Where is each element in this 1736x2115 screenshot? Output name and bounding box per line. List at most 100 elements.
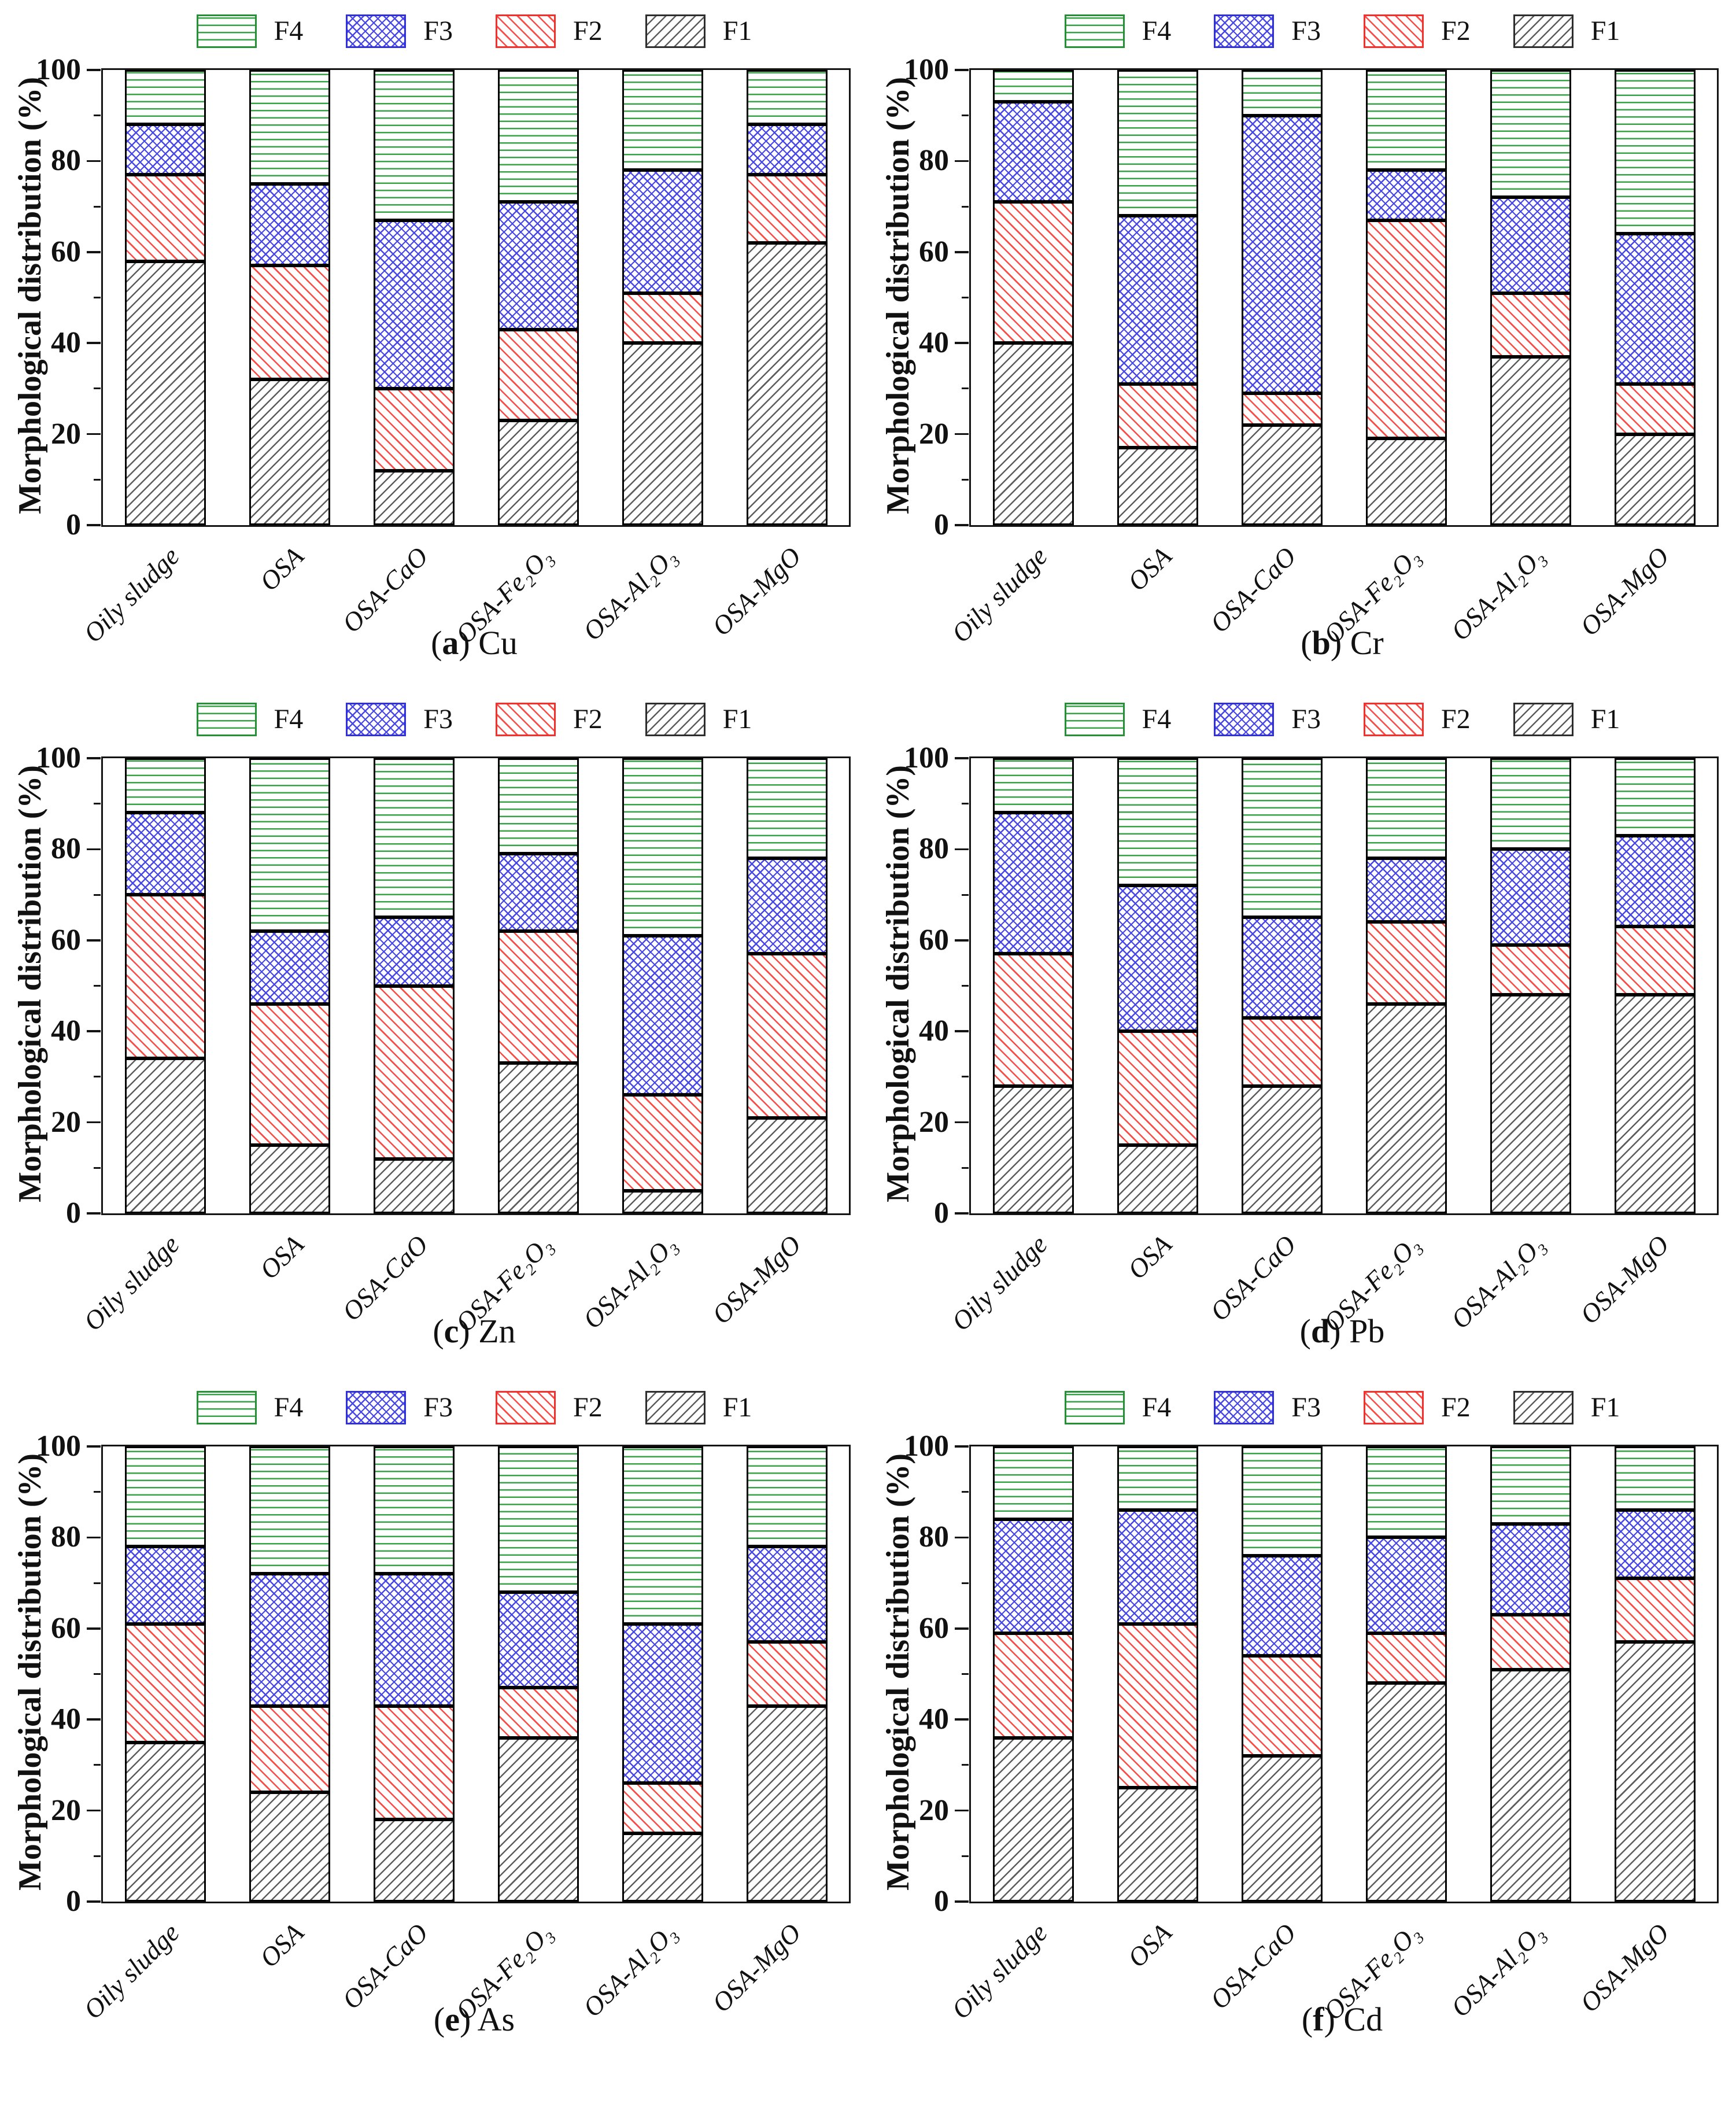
bar-segment-f2 — [249, 1003, 330, 1145]
bar-segment-f1 — [497, 1737, 579, 1902]
legend-swatch-f4-icon — [1064, 14, 1125, 48]
y-tick-major — [955, 1212, 969, 1215]
panel-as: F4 F3 F2 F1 Morphological distribution (%) 0 2… — [0, 1376, 868, 2064]
legend-label-f3: F3 — [1291, 16, 1321, 46]
y-tick-label: 80 — [919, 832, 949, 866]
bar-segment-f1 — [1365, 438, 1447, 525]
bar-segment-f3 — [497, 202, 579, 330]
y-tick-major — [955, 1900, 969, 1903]
y-tick-minor — [962, 894, 969, 896]
bar-segment-f4 — [373, 70, 455, 220]
bar-segment-f2 — [373, 985, 455, 1159]
legend-label-f1: F1 — [722, 1392, 752, 1423]
bar-segment-f3 — [622, 935, 703, 1095]
bar-segment-f4 — [746, 1446, 828, 1547]
y-tick-major — [955, 1121, 969, 1124]
bar-osa — [249, 1446, 330, 1902]
y-tick-label: 20 — [51, 1793, 81, 1827]
y-tick-minor — [962, 478, 969, 481]
bar-segment-f1 — [249, 1792, 330, 1902]
bar-segment-f4 — [497, 70, 579, 202]
y-tick-label: 100 — [36, 1430, 81, 1463]
bar-segment-f2 — [1490, 944, 1571, 995]
bar-segment-f4 — [1490, 1446, 1571, 1524]
bar-segment-f2 — [1365, 1633, 1447, 1684]
y-tick-label: 60 — [51, 1611, 81, 1645]
caption-letter: e — [445, 2000, 460, 2038]
legend-swatch-f1-icon — [645, 14, 706, 48]
y-tick-major — [87, 1900, 101, 1903]
caption-close-paren: ) — [459, 624, 479, 662]
bar-segment-f4 — [1614, 758, 1696, 836]
bar-segment-f3 — [124, 813, 206, 895]
bar-segment-f4 — [1117, 70, 1198, 216]
bar-segment-f3 — [992, 813, 1074, 954]
bar-segment-f1 — [249, 1145, 330, 1213]
legend-swatch-f2-icon — [1364, 14, 1424, 48]
caption-metal: Zn — [478, 1312, 516, 1350]
bar-segment-f1 — [249, 379, 330, 525]
caption-metal: Cu — [478, 624, 518, 662]
y-tick-label: 60 — [51, 235, 81, 268]
bar-osa-cao — [1241, 70, 1323, 525]
legend-label-f3: F3 — [423, 704, 453, 734]
bar-segment-f3 — [992, 102, 1074, 202]
bar-segment-f3 — [373, 1574, 455, 1706]
y-tick-label: 0 — [66, 1197, 81, 1230]
legend-entry-f4: F4 — [196, 1391, 303, 1424]
y-tick-minor — [962, 387, 969, 390]
y-tick-minor — [962, 1764, 969, 1766]
bar-segment-f1 — [622, 1833, 703, 1902]
legend-swatch-f1-icon — [1513, 703, 1574, 736]
legend-label-f4: F4 — [274, 16, 304, 46]
bar-segment-f3 — [1241, 917, 1323, 1018]
y-tick-major — [87, 1627, 101, 1630]
bar-segment-f1 — [497, 420, 579, 525]
legend-label-f4: F4 — [1142, 16, 1172, 46]
bar-osa-al-o — [622, 1446, 703, 1902]
bar-segment-f4 — [1490, 758, 1571, 850]
bar-oily-sludge — [124, 70, 206, 525]
y-tick-label: 80 — [51, 1520, 81, 1554]
y-tick-label: 60 — [51, 923, 81, 957]
y-tick-minor — [962, 115, 969, 117]
bar-segment-f4 — [124, 758, 206, 813]
y-tick-minor — [94, 1167, 101, 1169]
caption-letter: b — [1312, 624, 1331, 662]
bar-segment-f4 — [1241, 758, 1323, 918]
y-tick-major — [87, 433, 101, 435]
bar-segment-f3 — [1117, 215, 1198, 385]
y-tick-major — [87, 251, 101, 253]
panel-pb: F4 F3 F2 F1 Morphological distribution (%) 0 2… — [868, 688, 1736, 1376]
bar-segment-f1 — [1241, 1086, 1323, 1213]
y-tick-major — [87, 1445, 101, 1448]
y-tick-label: 80 — [919, 1520, 949, 1554]
legend-label-f1: F1 — [1590, 1392, 1620, 1423]
y-tick-minor — [94, 985, 101, 987]
y-tick-major — [87, 1212, 101, 1215]
bar-osa-fe-o — [497, 1446, 579, 1902]
legend-swatch-f3-icon — [346, 703, 407, 736]
legend: F4 F3 F2 F1 — [101, 1382, 847, 1433]
legend-swatch-f1-icon — [645, 703, 706, 736]
bar-segment-f2 — [497, 1688, 579, 1738]
y-tick-minor — [94, 1076, 101, 1078]
y-tick-major — [87, 524, 101, 526]
bar-osa-mgo — [1614, 70, 1696, 525]
plot-area: 0 20 40 60 80 100 — [904, 741, 1719, 1230]
bar-segment-f3 — [124, 1546, 206, 1624]
bar-segment-f4 — [124, 70, 206, 125]
caption-letter: d — [1310, 1312, 1330, 1350]
bar-segment-f4 — [1614, 1446, 1696, 1511]
bar-segment-f3 — [746, 1546, 828, 1642]
caption-open-paren: ( — [431, 624, 442, 662]
bar-osa — [1117, 1446, 1198, 1902]
legend-label-f2: F2 — [1441, 704, 1471, 734]
bar-segment-f2 — [1614, 384, 1696, 434]
bar-osa — [1117, 758, 1198, 1213]
y-tick-major — [955, 251, 969, 253]
bar-segment-f2 — [622, 1095, 703, 1191]
panel-caption: (f) Cd — [969, 2000, 1715, 2039]
y-tick-major — [955, 1445, 969, 1448]
y-tick-minor — [962, 1167, 969, 1169]
